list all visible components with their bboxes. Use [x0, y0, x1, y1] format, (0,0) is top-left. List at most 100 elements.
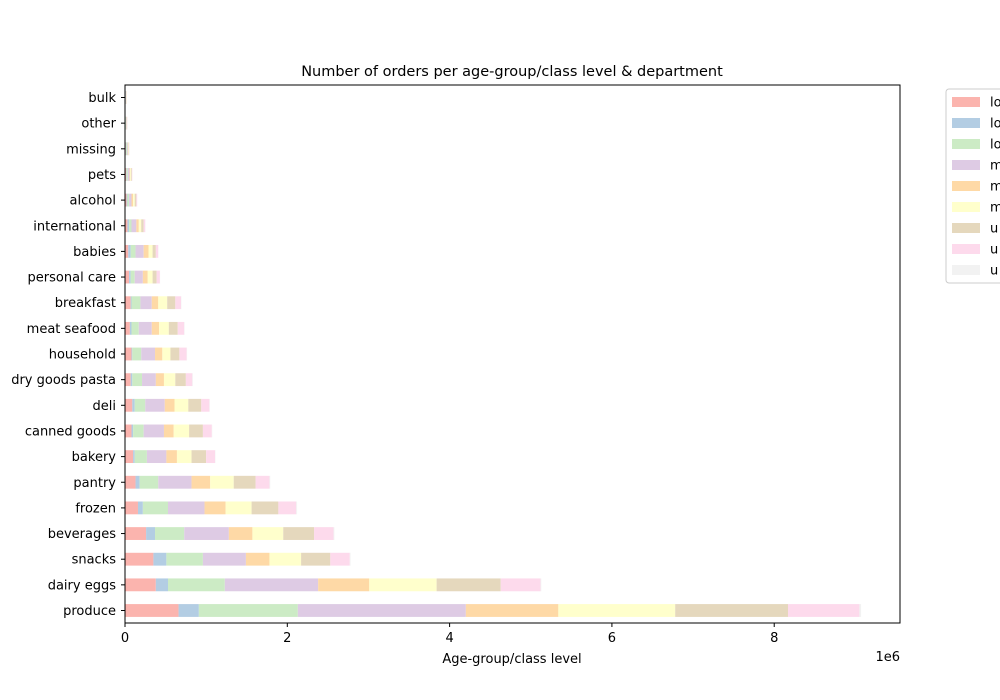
bar-segment — [162, 347, 171, 361]
bar-segment — [191, 450, 207, 464]
plot-frame — [124, 84, 901, 624]
bar-segment — [130, 168, 132, 181]
bar-segment — [132, 347, 142, 361]
bar-segment — [142, 373, 156, 387]
bar-segment — [138, 219, 142, 233]
bar-segment — [128, 244, 131, 258]
bar-segment — [134, 193, 137, 207]
bar-segment — [233, 475, 256, 489]
bar-segment — [125, 527, 147, 540]
bar-segment — [251, 501, 279, 515]
bar-segment — [178, 604, 199, 617]
bar-segment — [330, 552, 350, 566]
bar-segment — [127, 168, 130, 181]
bar-segment — [131, 219, 137, 233]
legend-swatch — [952, 97, 980, 107]
y-tick-label: bakery — [72, 450, 117, 465]
bar-segment — [134, 398, 146, 412]
bar-segment — [540, 578, 542, 592]
y-tick-label: frozen — [75, 501, 116, 516]
bar-segment — [175, 373, 186, 387]
bar-segment — [151, 296, 159, 310]
bar-segment — [133, 193, 135, 207]
bar-segment — [296, 501, 298, 515]
legend-label: lo — [990, 117, 1000, 132]
bar-segment — [301, 552, 331, 566]
bar-segment — [155, 373, 164, 387]
bar-segment — [125, 604, 179, 617]
y-tick-label: alcohol — [70, 194, 116, 209]
y-tick-label: meat seafood — [27, 322, 116, 337]
bar-segment — [188, 398, 202, 412]
bar-segment — [225, 501, 252, 515]
bar-segment — [500, 578, 541, 592]
bar-segment — [125, 501, 138, 515]
bar-segment — [125, 270, 130, 284]
bar-segment — [155, 244, 159, 258]
y-tick-label: dry goods pasta — [11, 373, 116, 388]
bar-segment — [278, 501, 297, 515]
y-tick-label: beverages — [48, 527, 117, 542]
bar-segment — [175, 296, 181, 310]
y-tick-label: international — [33, 219, 116, 234]
legend-label: lo — [990, 96, 1000, 111]
bar-segment — [283, 527, 315, 540]
bar-segment — [134, 270, 143, 284]
bar-segment — [152, 270, 157, 284]
bar-segment — [143, 244, 149, 258]
y-tick-label: personal care — [28, 271, 116, 286]
bar-segment — [125, 168, 127, 181]
y-tick-label: breakfast — [55, 296, 116, 311]
bar-segment — [155, 347, 163, 361]
bar-segment — [129, 193, 132, 207]
bar-segment — [163, 424, 174, 438]
x-tick-label: 6 — [608, 631, 616, 646]
bar-segment — [129, 270, 131, 284]
bar-segment — [349, 552, 351, 566]
bar-segment — [189, 424, 203, 438]
x-tick-label: 0 — [121, 631, 129, 646]
x-tick-label: 2 — [283, 631, 291, 646]
y-tick-label: canned goods — [25, 424, 116, 439]
legend-swatch — [952, 118, 980, 128]
legend-label: u — [990, 222, 998, 237]
bar-segment — [145, 398, 165, 412]
bar-segment — [146, 527, 156, 540]
bar-segment — [129, 219, 132, 233]
bar-segment — [131, 347, 133, 361]
bar-segment — [163, 373, 176, 387]
bar-segment — [137, 501, 143, 515]
bar-segment — [131, 321, 139, 335]
bar-segment — [191, 475, 211, 489]
bar-segment — [210, 475, 234, 489]
legend-label: m — [990, 180, 1000, 195]
bar-segment — [135, 475, 140, 489]
bar-segment — [136, 193, 138, 207]
bar-segment — [318, 578, 370, 592]
legend-swatch — [952, 265, 980, 275]
y-tick-label: babies — [73, 245, 116, 260]
bar-segment — [142, 270, 148, 284]
x-axis-label: Age-group/class level — [442, 652, 581, 667]
bar-segment — [146, 450, 167, 464]
bar-segment — [158, 296, 168, 310]
bar-segment — [155, 578, 169, 592]
legend-label: m — [990, 159, 1000, 174]
bar-segment — [859, 604, 862, 617]
bar-segment — [135, 244, 144, 258]
bar-segment — [168, 321, 178, 335]
bar-segment — [130, 244, 136, 258]
bar-segment — [224, 578, 319, 592]
bar-segment — [131, 168, 132, 181]
bar-segment — [125, 398, 133, 412]
legend-label: u — [990, 243, 998, 258]
x-scale-label: 1e6 — [875, 650, 900, 665]
x-tick-label: 8 — [770, 631, 778, 646]
bar-segment — [127, 142, 128, 156]
bar-segment — [131, 424, 134, 438]
legend-swatch — [952, 160, 980, 170]
bar-segment — [132, 398, 135, 412]
bar-segment — [147, 270, 153, 284]
